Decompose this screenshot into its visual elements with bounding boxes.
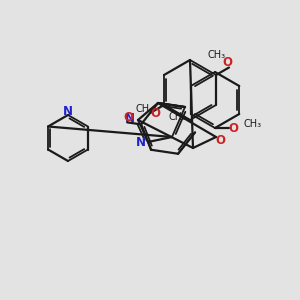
Text: O: O <box>215 134 225 146</box>
Text: O: O <box>228 122 238 134</box>
Text: N: N <box>136 136 146 149</box>
Text: N: N <box>125 112 135 125</box>
Text: N: N <box>63 105 73 118</box>
Text: CH₃: CH₃ <box>168 112 186 122</box>
Text: O: O <box>150 107 160 120</box>
Text: O: O <box>123 111 133 124</box>
Text: CH₃: CH₃ <box>135 104 153 114</box>
Text: CH₃: CH₃ <box>244 119 262 129</box>
Text: O: O <box>222 56 232 69</box>
Text: CH₃: CH₃ <box>208 50 226 59</box>
